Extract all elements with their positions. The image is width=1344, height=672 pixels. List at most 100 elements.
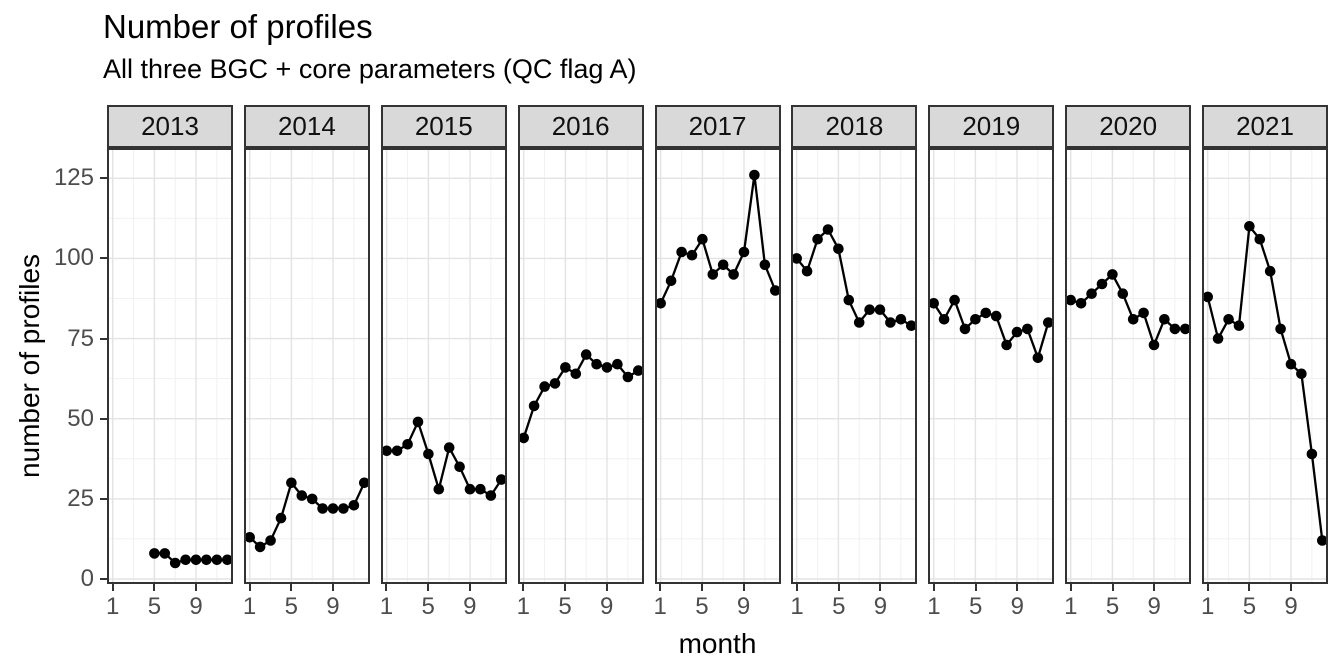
chart-subtitle: All three BGC + core parameters (QC flag… <box>103 54 637 84</box>
data-point <box>1128 314 1139 325</box>
panel-border <box>107 148 233 584</box>
data-point <box>538 381 550 392</box>
data-point <box>1264 265 1276 277</box>
x-tick-label: 1 <box>653 593 667 620</box>
y-axis-tick <box>100 337 107 340</box>
facet-2021: 2021 1 5 9 <box>1201 105 1328 620</box>
y-axis-tick <box>100 177 107 180</box>
x-tick-label: 9 <box>326 593 340 620</box>
data-point <box>412 416 424 428</box>
facet-2020: 2020 1 5 9 <box>1064 105 1192 620</box>
facet-panel <box>928 148 1055 584</box>
facet-strip-label: 2019 <box>962 111 1021 141</box>
x-tick-label: 9 <box>463 593 477 620</box>
x-axis-tick <box>1153 584 1156 591</box>
data-point <box>381 445 392 457</box>
data-point <box>265 535 276 546</box>
data-point <box>275 512 287 524</box>
data-point <box>632 365 644 376</box>
data-point <box>495 474 507 485</box>
data-point <box>244 532 255 543</box>
x-axis-tick <box>111 584 114 591</box>
x-tick-label: 1 <box>1064 593 1078 620</box>
data-point <box>906 320 917 331</box>
data-point <box>686 249 697 261</box>
data-point <box>675 246 687 258</box>
y-tick-label: 125 <box>53 164 94 192</box>
data-point <box>1096 278 1108 290</box>
panel-border <box>791 148 918 584</box>
data-point <box>1148 339 1160 351</box>
x-axis-tick <box>932 584 935 591</box>
data-point <box>1233 320 1245 331</box>
x-tick-label: 9 <box>189 593 203 620</box>
data-point <box>391 445 403 457</box>
facet-plot-svg <box>517 148 644 584</box>
data-point <box>727 269 739 280</box>
x-tick-label: 9 <box>736 593 751 620</box>
data-point <box>738 246 749 258</box>
x-tick-label: 1 <box>242 593 257 620</box>
data-point <box>1159 314 1170 325</box>
x-tick-label: 5 <box>1105 593 1120 620</box>
y-axis-tick <box>100 417 107 420</box>
data-point <box>769 285 781 296</box>
facet-panel <box>380 148 507 584</box>
data-point <box>1296 368 1307 380</box>
data-point <box>464 483 476 495</box>
x-tick-label: 1 <box>516 593 531 620</box>
data-point <box>1223 314 1234 325</box>
data-point <box>149 548 160 559</box>
x-axis-tick <box>385 584 388 591</box>
x-tick-label: 9 <box>1284 593 1298 620</box>
data-point <box>285 477 297 489</box>
x-tick-label: 1 <box>106 593 120 620</box>
data-point <box>1107 269 1118 280</box>
chart-title: Number of profiles <box>103 8 373 45</box>
facet-plot-svg <box>1202 148 1328 584</box>
data-point <box>422 448 434 460</box>
data-point <box>885 317 897 328</box>
facet-plot-svg <box>380 148 507 584</box>
data-point <box>875 304 886 315</box>
x-axis-tick <box>879 584 882 591</box>
facet-2015: 2015 1 5 9 <box>380 105 507 620</box>
x-tick-label: 1 <box>927 593 941 620</box>
data-point <box>748 169 760 181</box>
facet-plot-svg <box>243 148 370 584</box>
data-point <box>337 503 349 514</box>
data-point <box>1275 323 1286 335</box>
data-point <box>169 557 181 569</box>
data-point <box>474 483 486 495</box>
data-point <box>717 259 728 271</box>
facet-strip: 2019 <box>928 105 1055 148</box>
x-axis-tick <box>1069 584 1072 591</box>
facet-2014: 2014 1 5 9 <box>243 105 370 620</box>
data-point <box>791 253 803 264</box>
data-point <box>559 362 571 373</box>
data-point <box>590 358 602 370</box>
facet-plot-svg <box>791 148 918 584</box>
data-point <box>1086 288 1098 299</box>
data-point <box>1212 333 1224 344</box>
data-point <box>222 554 233 566</box>
data-point <box>1043 317 1054 328</box>
facet-2016: 2016 1 5 9 <box>517 105 644 620</box>
data-point <box>601 362 612 373</box>
data-point <box>980 307 992 319</box>
facet-plot-svg <box>107 148 233 584</box>
x-axis-tick <box>1290 584 1293 591</box>
data-point <box>1285 358 1297 370</box>
x-tick-label: 5 <box>421 593 435 620</box>
facet-strip: 2016 <box>517 105 644 148</box>
data-point <box>348 500 360 511</box>
data-point <box>939 314 950 325</box>
data-point <box>707 269 718 280</box>
y-tick-label: 50 <box>67 404 94 432</box>
data-point <box>402 439 413 450</box>
panel-border <box>380 148 507 584</box>
data-point <box>159 548 171 559</box>
facet-strip-label: 2014 <box>277 111 336 141</box>
y-tick-label: 75 <box>67 324 94 352</box>
x-tick-label: 1 <box>1201 593 1215 620</box>
